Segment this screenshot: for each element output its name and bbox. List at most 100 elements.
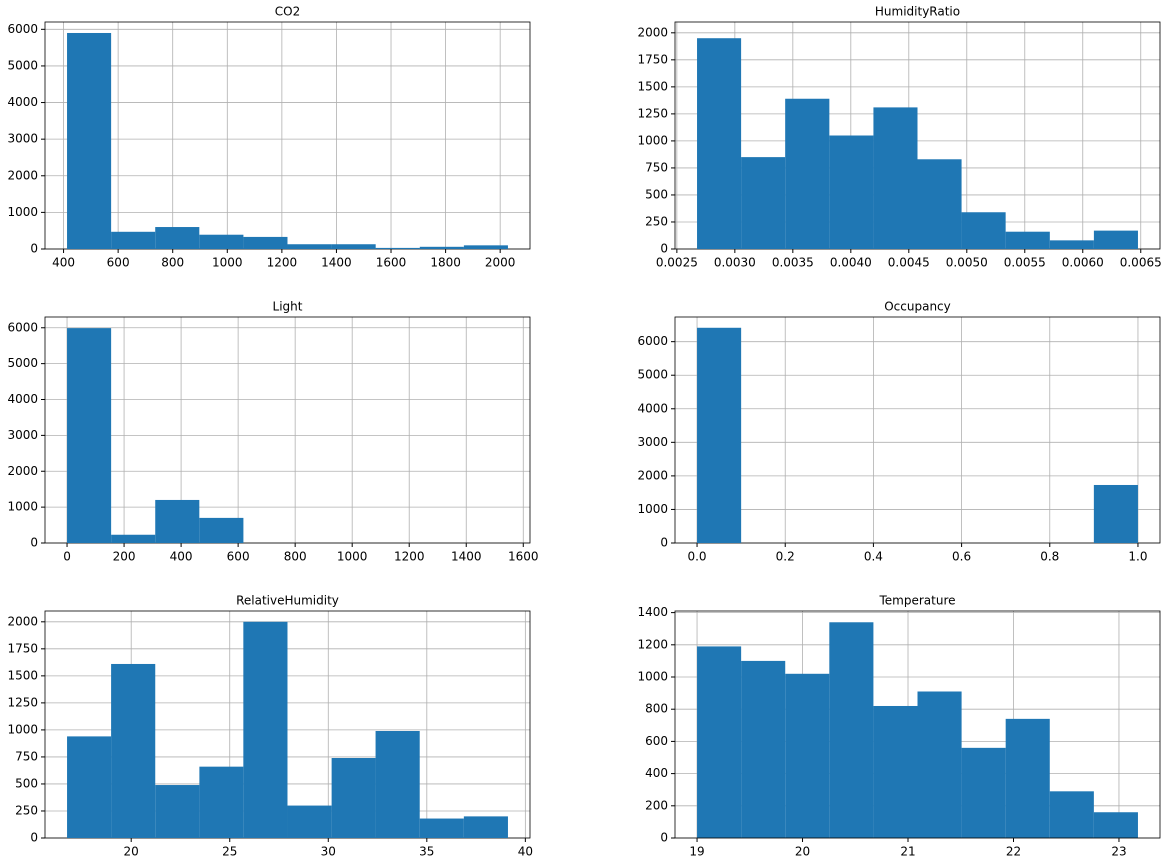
x-tick-label: 0.0030 bbox=[714, 256, 756, 270]
bar bbox=[1093, 484, 1138, 543]
bar bbox=[375, 247, 420, 249]
x-tick-label: 0.6 bbox=[952, 550, 971, 564]
x-tick-label: 1000 bbox=[212, 256, 243, 270]
x-tick-label: 0.0050 bbox=[946, 256, 988, 270]
x-tick-label: 0.0060 bbox=[1062, 256, 1104, 270]
x-tick-label: 800 bbox=[284, 550, 307, 564]
bar bbox=[199, 234, 244, 249]
bar bbox=[67, 736, 112, 838]
axes-frame bbox=[674, 610, 1161, 839]
x-tick-label: 0.0025 bbox=[656, 256, 698, 270]
bar bbox=[199, 766, 244, 838]
x-tick-label: 1800 bbox=[430, 256, 461, 270]
bar bbox=[331, 758, 376, 838]
bar bbox=[419, 246, 464, 249]
axes-background bbox=[675, 317, 1160, 543]
bar bbox=[111, 534, 156, 543]
bar bbox=[155, 499, 200, 543]
x-tick-label: 1600 bbox=[508, 550, 539, 564]
bar bbox=[243, 621, 288, 838]
bar bbox=[1093, 812, 1138, 838]
y-tick-label: 3000 bbox=[637, 435, 668, 449]
x-tick-label: 2000 bbox=[485, 256, 516, 270]
y-tick-label: 2000 bbox=[637, 468, 668, 482]
y-tick-label: 600 bbox=[645, 734, 668, 748]
bar bbox=[67, 328, 112, 543]
bar bbox=[785, 673, 830, 838]
bar bbox=[1049, 240, 1094, 249]
y-tick-label: 1750 bbox=[7, 641, 38, 655]
y-tick-label: 6000 bbox=[637, 334, 668, 348]
y-tick-label: 2000 bbox=[7, 168, 38, 182]
y-tick-label: 3000 bbox=[7, 428, 38, 442]
chart-title: Temperature bbox=[878, 594, 955, 608]
x-tick-label: 200 bbox=[113, 550, 136, 564]
bar bbox=[463, 816, 508, 838]
x-tick-label: 0.0065 bbox=[1120, 256, 1162, 270]
bar bbox=[375, 730, 420, 838]
x-tick-label: 0.0040 bbox=[830, 256, 872, 270]
bar bbox=[419, 818, 464, 838]
bar bbox=[111, 231, 156, 249]
x-tick-label: 1400 bbox=[451, 550, 482, 564]
y-tick-label: 5000 bbox=[7, 356, 38, 370]
bar bbox=[697, 327, 742, 543]
bar bbox=[873, 107, 918, 250]
y-tick-label: 0 bbox=[30, 536, 38, 550]
y-tick-label: 1250 bbox=[7, 695, 38, 709]
chart-title: CO2 bbox=[275, 5, 300, 19]
y-tick-label: 0 bbox=[660, 242, 668, 256]
chart-title: Light bbox=[273, 300, 303, 314]
x-tick-label: 1200 bbox=[267, 256, 298, 270]
x-tick-label: 600 bbox=[107, 256, 130, 270]
bar bbox=[917, 159, 962, 249]
bar bbox=[287, 244, 332, 249]
y-tick-label: 250 bbox=[15, 803, 38, 817]
bar bbox=[1005, 718, 1050, 838]
bar bbox=[111, 663, 156, 838]
x-tick-label: 600 bbox=[227, 550, 250, 564]
bar bbox=[199, 517, 244, 543]
axes-frame bbox=[674, 316, 1161, 544]
bar bbox=[785, 98, 830, 249]
y-tick-label: 200 bbox=[645, 798, 668, 812]
y-tick-label: 0 bbox=[660, 536, 668, 550]
bar bbox=[829, 135, 874, 249]
x-tick-label: 1.0 bbox=[1128, 550, 1147, 564]
x-tick-label: 1000 bbox=[337, 550, 368, 564]
y-tick-label: 1200 bbox=[637, 637, 668, 651]
y-tick-label: 6000 bbox=[7, 22, 38, 36]
bar bbox=[697, 38, 742, 249]
x-tick-label: 19 bbox=[689, 845, 704, 859]
bar bbox=[463, 245, 508, 249]
bar bbox=[1005, 231, 1050, 249]
x-tick-label: 0.0035 bbox=[772, 256, 814, 270]
y-tick-label: 1000 bbox=[7, 205, 38, 219]
y-tick-label: 1000 bbox=[637, 502, 668, 516]
y-tick-label: 6000 bbox=[7, 320, 38, 334]
chart-title: HumidityRatio bbox=[875, 5, 960, 19]
y-tick-label: 2000 bbox=[637, 25, 668, 39]
y-tick-label: 0 bbox=[30, 242, 38, 256]
y-tick-label: 4000 bbox=[637, 401, 668, 415]
x-tick-label: 400 bbox=[170, 550, 193, 564]
x-tick-label: 0.0055 bbox=[1004, 256, 1046, 270]
x-tick-label: 1600 bbox=[376, 256, 407, 270]
x-tick-label: 25 bbox=[222, 845, 237, 859]
bar bbox=[917, 691, 962, 838]
y-tick-label: 2000 bbox=[7, 614, 38, 628]
bar bbox=[741, 157, 786, 249]
y-tick-label: 750 bbox=[645, 160, 668, 174]
bar bbox=[155, 785, 200, 838]
bar bbox=[1093, 230, 1138, 249]
y-tick-label: 5000 bbox=[7, 58, 38, 72]
y-tick-label: 3000 bbox=[7, 132, 38, 146]
x-tick-label: 400 bbox=[52, 256, 75, 270]
x-tick-label: 800 bbox=[161, 256, 184, 270]
y-tick-label: 500 bbox=[15, 776, 38, 790]
x-tick-label: 40 bbox=[518, 845, 533, 859]
y-tick-label: 4000 bbox=[7, 95, 38, 109]
bar bbox=[697, 646, 742, 838]
axes-background bbox=[45, 317, 530, 543]
bar bbox=[67, 32, 112, 249]
